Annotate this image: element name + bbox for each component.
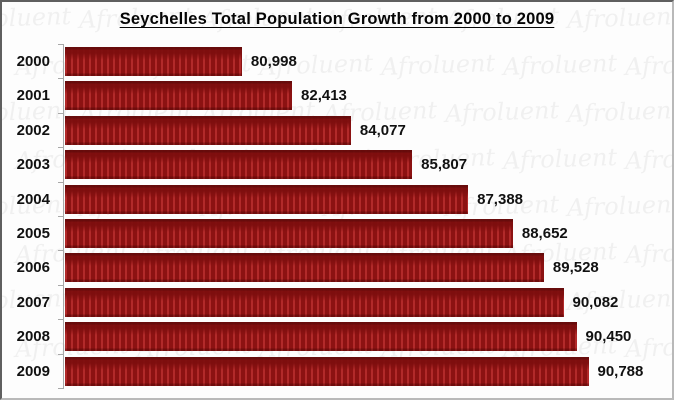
- y-axis-tick: [58, 44, 63, 45]
- y-axis-tick: [58, 181, 63, 183]
- category-label: 2000: [16, 53, 50, 70]
- value-label: 90,082: [572, 293, 619, 311]
- y-axis-tick: [58, 112, 63, 114]
- category-label: 2007: [16, 293, 50, 311]
- category-label: 2008: [16, 328, 50, 346]
- bar: [65, 253, 544, 283]
- y-axis-tick: [58, 216, 63, 217]
- bar: [65, 47, 242, 76]
- category-label: 2002: [16, 121, 50, 139]
- bar-row: 2004 87,388: [2, 184, 672, 214]
- bar: [65, 322, 577, 352]
- category-label: 2004: [16, 190, 50, 208]
- bar: [65, 81, 292, 111]
- value-label: 84,077: [359, 121, 406, 139]
- bar-row: 2009 90,788: [2, 356, 672, 386]
- bar: [65, 219, 513, 248]
- value-label: 89,528: [552, 259, 599, 277]
- bar-row: 2002 84,077: [2, 115, 672, 145]
- category-label: 2001: [16, 87, 50, 105]
- value-label: 87,388: [477, 190, 524, 208]
- y-axis-tick: [58, 250, 63, 252]
- y-axis-tick: [58, 353, 63, 355]
- bar: [65, 115, 351, 145]
- chart-title: Seychelles Total Population Growth from …: [119, 10, 555, 28]
- y-axis-tick: [58, 388, 63, 389]
- bar: [65, 356, 589, 386]
- value-label: 90,788: [597, 362, 644, 380]
- value-label: 80,998: [250, 53, 297, 70]
- bar: [65, 150, 413, 180]
- category-label: 2005: [16, 225, 50, 242]
- bar-row: 2008 90,450: [2, 322, 672, 352]
- bar-row: 2006 89,528: [2, 253, 672, 283]
- bar: [65, 287, 564, 317]
- value-label: 88,652: [521, 225, 568, 242]
- y-axis-tick: [58, 284, 63, 286]
- bar-row: 2001 82,413: [2, 81, 672, 111]
- bar-row: 2005 88,652: [2, 219, 672, 248]
- value-label: 82,413: [301, 87, 347, 105]
- category-label: 2006: [16, 259, 50, 277]
- y-axis-tick: [58, 78, 63, 80]
- bar-row: 2007 90,082: [2, 287, 672, 317]
- y-axis-tick: [58, 319, 63, 321]
- category-label: 2009: [16, 362, 50, 380]
- y-axis-tick: [58, 147, 63, 149]
- bar: [65, 184, 469, 214]
- y-axis-line: [63, 44, 64, 389]
- bar-row: 2003 85,807: [2, 150, 672, 180]
- bar-row: 2000 80,998: [2, 47, 672, 76]
- value-label: 90,450: [585, 328, 632, 346]
- value-label: 85,807: [421, 156, 468, 174]
- category-label: 2003: [16, 156, 50, 174]
